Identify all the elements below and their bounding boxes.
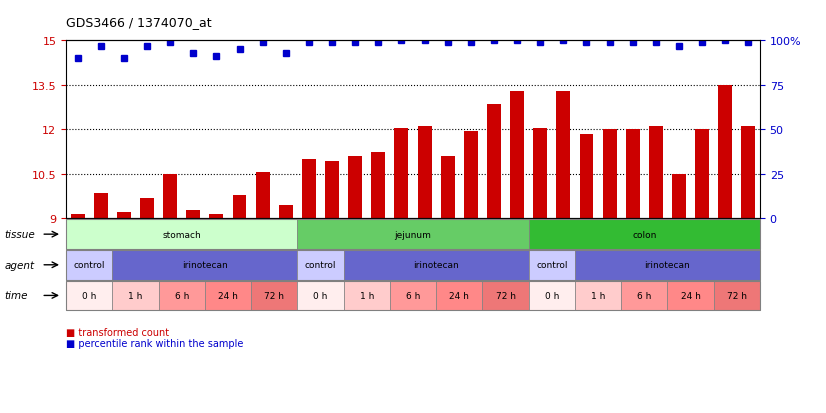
Bar	[742, 127, 755, 219]
Bar	[325, 161, 339, 219]
Text: irinotecan: irinotecan	[413, 261, 459, 270]
Text: control: control	[536, 261, 567, 270]
Bar	[603, 130, 616, 219]
Text: 6 h: 6 h	[174, 291, 189, 300]
Bar	[719, 85, 732, 219]
Bar	[349, 157, 362, 219]
Text: 72 h: 72 h	[496, 291, 515, 300]
Text: 0 h: 0 h	[82, 291, 97, 300]
Bar	[71, 214, 84, 219]
Bar	[580, 135, 593, 219]
Bar	[672, 174, 686, 219]
Text: 72 h: 72 h	[727, 291, 747, 300]
Bar	[557, 92, 570, 219]
Text: ■ percentile rank within the sample: ■ percentile rank within the sample	[66, 338, 244, 348]
Bar	[418, 127, 431, 219]
Text: tissue: tissue	[4, 230, 35, 240]
Bar	[626, 130, 639, 219]
Bar	[464, 132, 477, 219]
Text: GDS3466 / 1374070_at: GDS3466 / 1374070_at	[66, 16, 211, 29]
Bar	[649, 127, 662, 219]
Bar	[210, 214, 223, 219]
Text: time: time	[4, 291, 27, 301]
Text: 24 h: 24 h	[218, 291, 238, 300]
Bar	[510, 92, 524, 219]
Bar	[279, 206, 292, 219]
Text: 6 h: 6 h	[406, 291, 420, 300]
Text: 1 h: 1 h	[128, 291, 143, 300]
Text: 24 h: 24 h	[681, 291, 700, 300]
Text: agent: agent	[4, 260, 34, 270]
Bar	[256, 173, 269, 219]
Text: irinotecan: irinotecan	[182, 261, 228, 270]
Text: 24 h: 24 h	[449, 291, 469, 300]
Bar	[94, 194, 107, 219]
Bar	[302, 160, 316, 219]
Bar	[395, 128, 408, 219]
Bar	[487, 105, 501, 219]
Text: irinotecan: irinotecan	[644, 261, 691, 270]
Bar	[441, 157, 454, 219]
Text: 72 h: 72 h	[264, 291, 284, 300]
Text: ■ transformed count: ■ transformed count	[66, 328, 169, 337]
Text: jejunum: jejunum	[395, 230, 431, 239]
Bar	[164, 174, 177, 219]
Text: stomach: stomach	[163, 230, 201, 239]
Text: 0 h: 0 h	[544, 291, 559, 300]
Bar	[187, 210, 200, 219]
Text: control: control	[305, 261, 336, 270]
Bar	[233, 195, 246, 219]
Bar	[695, 130, 709, 219]
Bar	[372, 152, 385, 219]
Bar	[140, 198, 154, 219]
Text: 1 h: 1 h	[591, 291, 605, 300]
Text: control: control	[74, 261, 105, 270]
Text: colon: colon	[632, 230, 657, 239]
Bar	[534, 128, 547, 219]
Text: 6 h: 6 h	[637, 291, 652, 300]
Text: 1 h: 1 h	[359, 291, 374, 300]
Text: 0 h: 0 h	[313, 291, 328, 300]
Bar	[117, 213, 131, 219]
